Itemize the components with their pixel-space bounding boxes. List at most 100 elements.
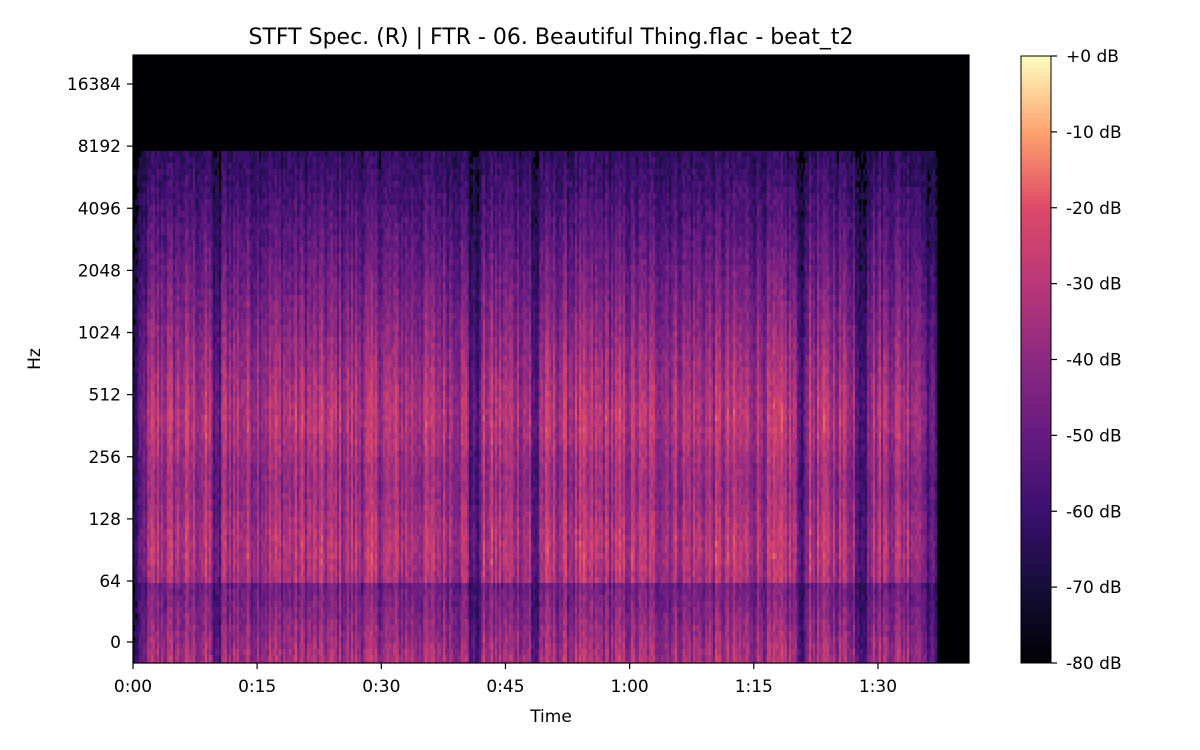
spectrogram-cell xyxy=(181,547,184,554)
spectrogram-cell xyxy=(141,553,144,560)
spectrogram-cell xyxy=(149,589,152,596)
spectrogram-cell xyxy=(133,403,136,410)
spectrogram-cell xyxy=(153,361,156,368)
spectrogram-cell xyxy=(149,373,152,380)
spectrogram-cell xyxy=(167,565,170,572)
spectrogram-cell xyxy=(139,199,142,206)
spectrogram-cell xyxy=(173,523,176,530)
spectrogram-cell xyxy=(153,469,156,476)
spectrogram-cell xyxy=(135,403,138,410)
spectrogram-cell xyxy=(149,457,152,464)
spectrogram-cell xyxy=(187,211,190,218)
spectrogram-cell xyxy=(187,229,190,236)
spectrogram-cell xyxy=(137,403,140,410)
spectrogram-cell xyxy=(135,331,138,338)
spectrogram-cell xyxy=(163,199,166,206)
spectrogram-cell xyxy=(183,463,186,470)
spectrogram-cell xyxy=(165,421,168,428)
spectrogram-cell xyxy=(153,427,156,434)
spectrogram-cell xyxy=(185,355,188,362)
spectrogram-cell xyxy=(145,211,148,218)
spectrogram-cell xyxy=(143,649,146,656)
spectrogram-cell xyxy=(169,457,172,464)
spectrogram-cell xyxy=(151,427,154,434)
spectrogram-cell xyxy=(175,451,178,458)
spectrogram-cell xyxy=(137,319,140,326)
spectrogram-cell xyxy=(147,523,150,530)
spectrogram-cell xyxy=(157,595,160,602)
spectrogram-cell xyxy=(163,355,166,362)
spectrogram-cell xyxy=(149,571,152,578)
spectrogram-cell xyxy=(147,637,150,644)
spectrogram-cell xyxy=(177,157,180,164)
spectrogram-cell xyxy=(167,421,170,428)
spectrogram-cell xyxy=(169,373,172,380)
spectrogram-cell xyxy=(185,403,188,410)
spectrogram-cell xyxy=(167,403,170,410)
spectrogram-cell xyxy=(163,181,166,188)
spectrogram-cell xyxy=(157,433,160,440)
spectrogram-cell xyxy=(179,163,182,170)
spectrogram-cell xyxy=(135,619,138,626)
spectrogram-cell xyxy=(135,511,138,518)
spectrogram-cell xyxy=(173,385,176,392)
spectrogram-cell xyxy=(169,601,172,608)
spectrogram-cell xyxy=(141,643,144,650)
spectrogram-cell xyxy=(147,307,150,314)
spectrogram-cell xyxy=(173,175,176,182)
spectrogram-cell xyxy=(169,577,172,584)
spectrogram-cell xyxy=(165,457,168,464)
spectrogram-cell xyxy=(165,241,168,248)
spectrogram-cell xyxy=(155,397,158,404)
spectrogram-cell xyxy=(177,259,180,266)
spectrogram-cell xyxy=(173,265,176,272)
spectrogram-cell xyxy=(169,637,172,644)
spectrogram-cell xyxy=(147,577,150,584)
spectrogram-cell xyxy=(177,553,180,560)
spectrogram-cell xyxy=(159,373,162,380)
spectrogram-cell xyxy=(185,295,188,302)
spectrogram-cell xyxy=(145,283,148,290)
spectrogram-cell xyxy=(169,355,172,362)
spectrogram-cell xyxy=(135,547,138,554)
spectrogram-cell xyxy=(175,481,178,488)
spectrogram-cell xyxy=(137,577,140,584)
spectrogram-cell xyxy=(165,625,168,632)
spectrogram-cell xyxy=(163,661,166,663)
spectrogram-cell xyxy=(179,571,182,578)
spectrogram-cell xyxy=(177,649,180,656)
spectrogram-cell xyxy=(137,169,140,176)
spectrogram-cell xyxy=(161,559,164,566)
spectrogram-cell xyxy=(145,229,148,236)
spectrogram-cell xyxy=(165,553,168,560)
spectrogram-cell xyxy=(187,277,190,284)
spectrogram-cell xyxy=(169,415,172,422)
spectrogram-cell xyxy=(185,247,188,254)
spectrogram-cell xyxy=(159,337,162,344)
spectrogram-cell xyxy=(141,463,144,470)
spectrogram-cell xyxy=(173,169,176,176)
spectrogram-cell xyxy=(137,181,140,188)
spectrogram-cell xyxy=(169,661,172,663)
spectrogram-cell xyxy=(167,367,170,374)
spectrogram-cell xyxy=(147,181,150,188)
spectrogram-cell xyxy=(169,589,172,596)
spectrogram-cell xyxy=(149,511,152,518)
spectrogram-cell xyxy=(149,301,152,308)
spectrogram-cell xyxy=(181,421,184,428)
spectrogram-cell xyxy=(153,643,156,650)
spectrogram-cell xyxy=(155,271,158,278)
spectrogram-cell xyxy=(139,583,142,590)
spectrogram-cell xyxy=(187,199,190,206)
spectrogram-cell xyxy=(165,415,168,422)
spectrogram-cell xyxy=(141,163,144,170)
spectrogram-cell xyxy=(163,631,166,638)
spectrogram-cell xyxy=(181,529,184,536)
spectrogram-cell xyxy=(185,415,188,422)
spectrogram-cell xyxy=(169,385,172,392)
spectrogram-cell xyxy=(163,415,166,422)
spectrogram-cell xyxy=(141,289,144,296)
spectrogram-cell xyxy=(149,193,152,200)
spectrogram-cell xyxy=(143,493,146,500)
spectrogram-cell xyxy=(185,469,188,476)
